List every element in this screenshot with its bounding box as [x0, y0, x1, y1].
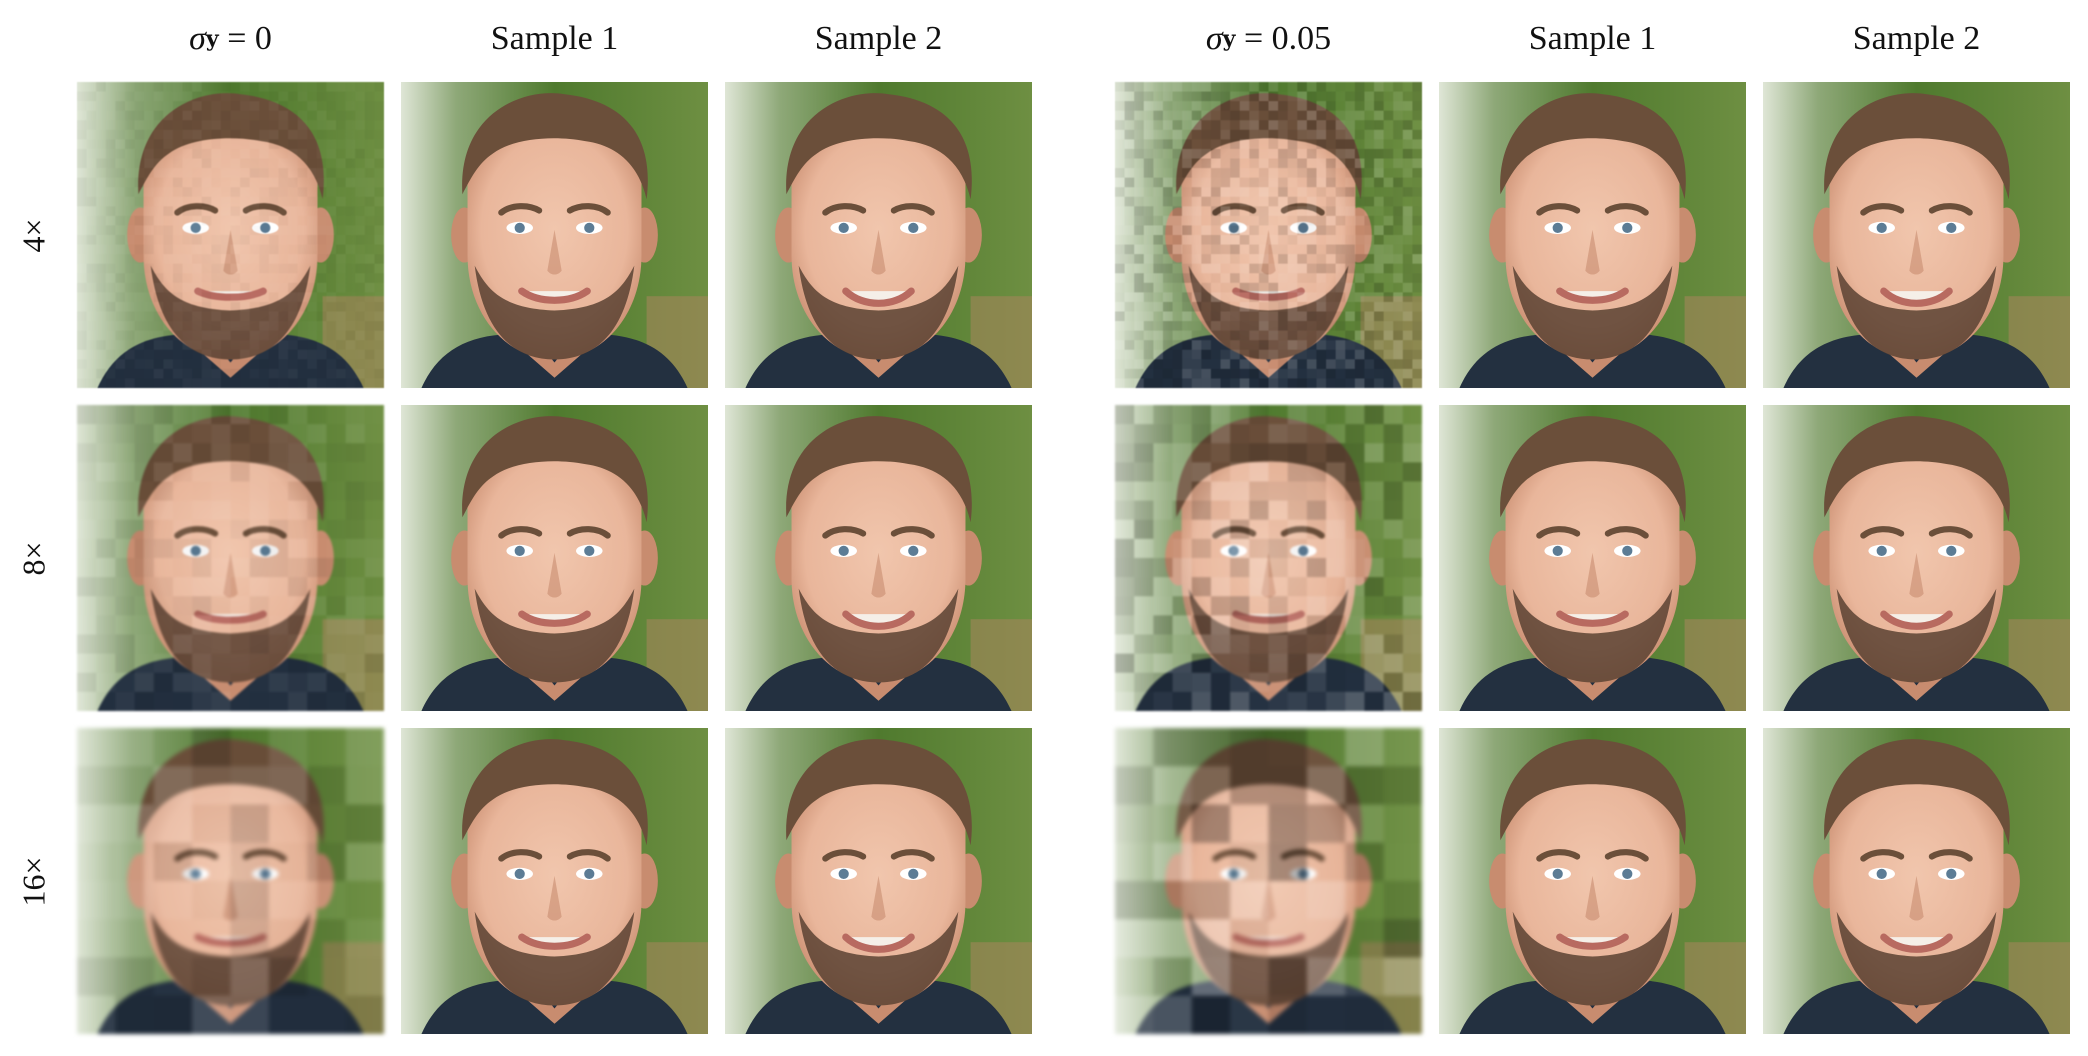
row-label-text: 8× [15, 540, 52, 576]
low-resolution-input-image [77, 82, 384, 388]
sigma-symbol: σ [189, 20, 206, 57]
low-resolution-input-image [77, 405, 384, 711]
row-label-text: 16× [15, 855, 52, 907]
reconstruction-sample-image [725, 82, 1032, 388]
sigma-subscript: y [205, 26, 219, 52]
column-header-label: Sample 2 [1852, 20, 1981, 57]
sigma-subscript: y [1222, 26, 1236, 52]
reconstruction-sample-image [725, 405, 1032, 711]
row-label-16x: 16× [4, 728, 64, 1034]
column-header-sample-1-right: Sample 1 [1439, 8, 1746, 70]
low-resolution-input-image [1115, 405, 1422, 711]
reconstruction-sample-image [725, 728, 1032, 1034]
reconstruction-sample-image [1439, 82, 1746, 388]
reconstruction-sample-image [401, 405, 708, 711]
column-header-sample-2-right: Sample 2 [1763, 8, 2070, 70]
column-header-sample-1-left: Sample 1 [401, 8, 708, 70]
sigma-relation: = 0 [227, 20, 272, 57]
column-header-label: Sample 1 [1528, 20, 1657, 57]
reconstruction-sample-image [1763, 82, 2070, 388]
reconstruction-sample-image [401, 82, 708, 388]
row-label-4x: 4× [4, 82, 64, 388]
reconstruction-sample-image [1763, 728, 2070, 1034]
sigma-relation: = 0.05 [1243, 20, 1332, 57]
reconstruction-sample-image [1439, 728, 1746, 1034]
low-resolution-input-image [1115, 728, 1422, 1034]
column-header-label: Sample 2 [814, 20, 943, 57]
reconstruction-sample-image [1763, 405, 2070, 711]
row-label-text: 4× [15, 217, 52, 253]
reconstruction-sample-image [401, 728, 708, 1034]
low-resolution-input-image [77, 728, 384, 1034]
low-resolution-input-image [1115, 82, 1422, 388]
sigma-symbol: σ [1205, 20, 1223, 57]
reconstruction-sample-image [1439, 405, 1746, 711]
column-header-sample-2-left: Sample 2 [725, 8, 1032, 70]
column-header-label: Sample 1 [490, 20, 619, 57]
row-label-8x: 8× [4, 405, 64, 711]
